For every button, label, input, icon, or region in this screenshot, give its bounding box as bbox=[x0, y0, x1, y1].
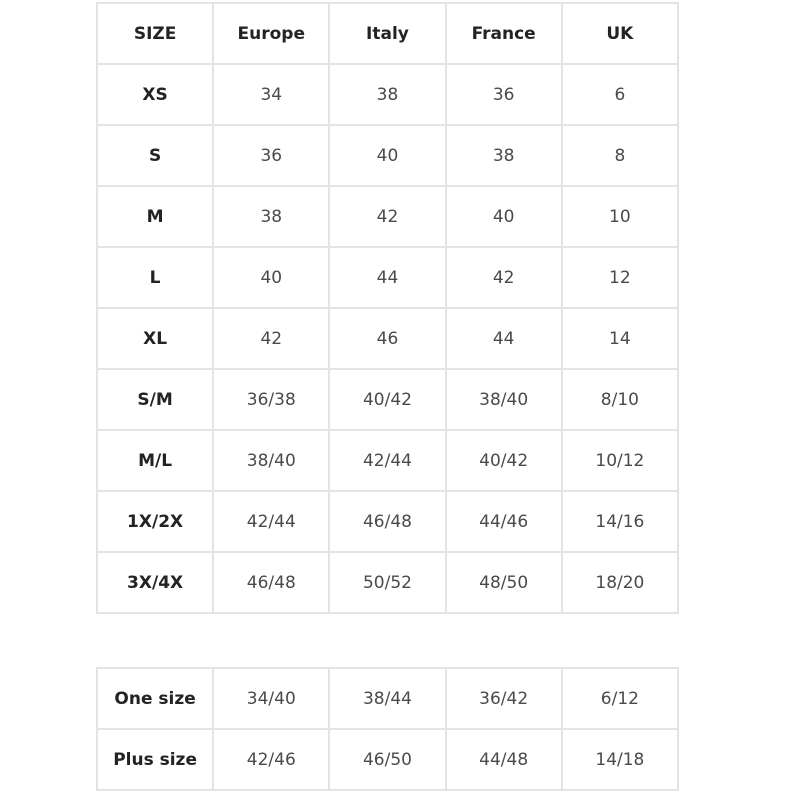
header-uk: UK bbox=[560, 2, 680, 65]
table-row: L 40 44 42 12 bbox=[95, 246, 680, 309]
size-value-cell: 6 bbox=[560, 63, 680, 126]
size-value-cell: 40 bbox=[212, 246, 331, 309]
table-row: XS 34 38 36 6 bbox=[95, 63, 680, 126]
size-value-cell: 36 bbox=[212, 124, 331, 187]
size-value-cell: 42/44 bbox=[212, 490, 331, 553]
size-label-cell: L bbox=[95, 246, 215, 309]
size-value-cell: 34 bbox=[212, 63, 331, 126]
header-italy: Italy bbox=[328, 2, 447, 65]
table-row: 1X/2X 42/44 46/48 44/46 14/16 bbox=[95, 490, 680, 553]
size-value-cell: 40/42 bbox=[328, 368, 447, 431]
size-value-cell: 42/46 bbox=[212, 728, 331, 791]
table-header-row: SIZE Europe Italy France UK bbox=[95, 2, 680, 65]
table-row: S/M 36/38 40/42 38/40 8/10 bbox=[95, 368, 680, 431]
size-value-cell: 6/12 bbox=[560, 667, 680, 730]
header-europe: Europe bbox=[212, 2, 331, 65]
size-value-cell: 46 bbox=[328, 307, 447, 370]
size-value-cell: 8 bbox=[560, 124, 680, 187]
size-value-cell: 46/48 bbox=[212, 551, 331, 614]
size-value-cell: 38 bbox=[444, 124, 563, 187]
size-label-cell: S/M bbox=[95, 368, 215, 431]
table-row: M 38 42 40 10 bbox=[95, 185, 680, 248]
size-value-cell: 18/20 bbox=[560, 551, 680, 614]
size-value-cell: 40 bbox=[444, 185, 563, 248]
header-france: France bbox=[444, 2, 563, 65]
size-label-cell: M bbox=[95, 185, 215, 248]
size-range-table: One size 34/40 38/44 36/42 6/12 Plus size 42/4… bbox=[95, 667, 680, 791]
size-value-cell: 42 bbox=[444, 246, 563, 309]
size-value-cell: 14 bbox=[560, 307, 680, 370]
table-row: One size 34/40 38/44 36/42 6/12 bbox=[95, 667, 680, 730]
size-value-cell: 46/50 bbox=[328, 728, 447, 791]
size-value-cell: 40 bbox=[328, 124, 447, 187]
size-label-cell: 3X/4X bbox=[95, 551, 215, 614]
size-value-cell: 10 bbox=[560, 185, 680, 248]
size-value-cell: 40/42 bbox=[444, 429, 563, 492]
size-value-cell: 50/52 bbox=[328, 551, 447, 614]
size-value-cell: 14/18 bbox=[560, 728, 680, 791]
size-label-cell: One size bbox=[95, 667, 215, 730]
table-row: 3X/4X 46/48 50/52 48/50 18/20 bbox=[95, 551, 680, 614]
size-label-cell: 1X/2X bbox=[95, 490, 215, 553]
size-value-cell: 42 bbox=[328, 185, 447, 248]
size-value-cell: 44/48 bbox=[444, 728, 563, 791]
size-label-cell: S bbox=[95, 124, 215, 187]
size-value-cell: 14/16 bbox=[560, 490, 680, 553]
size-value-cell: 38 bbox=[328, 63, 447, 126]
size-label-cell: Plus size bbox=[95, 728, 215, 791]
size-value-cell: 10/12 bbox=[560, 429, 680, 492]
size-label-cell: XS bbox=[95, 63, 215, 126]
size-conversion-table: SIZE Europe Italy France UK XS 34 38 36 6 S 36… bbox=[95, 2, 680, 614]
size-value-cell: 38/44 bbox=[328, 667, 447, 730]
size-value-cell: 42 bbox=[212, 307, 331, 370]
size-value-cell: 38/40 bbox=[212, 429, 331, 492]
size-value-cell: 36/42 bbox=[444, 667, 563, 730]
table-row: Plus size 42/46 46/50 44/48 14/18 bbox=[95, 728, 680, 791]
size-value-cell: 34/40 bbox=[212, 667, 331, 730]
size-label-cell: XL bbox=[95, 307, 215, 370]
size-value-cell: 46/48 bbox=[328, 490, 447, 553]
size-value-cell: 38/40 bbox=[444, 368, 563, 431]
table-row: XL 42 46 44 14 bbox=[95, 307, 680, 370]
size-value-cell: 44 bbox=[444, 307, 563, 370]
header-size: SIZE bbox=[95, 2, 215, 65]
size-value-cell: 36/38 bbox=[212, 368, 331, 431]
size-value-cell: 12 bbox=[560, 246, 680, 309]
size-value-cell: 48/50 bbox=[444, 551, 563, 614]
size-value-cell: 44 bbox=[328, 246, 447, 309]
table-row: M/L 38/40 42/44 40/42 10/12 bbox=[95, 429, 680, 492]
table-row: S 36 40 38 8 bbox=[95, 124, 680, 187]
size-value-cell: 38 bbox=[212, 185, 331, 248]
size-value-cell: 8/10 bbox=[560, 368, 680, 431]
size-label-cell: M/L bbox=[95, 429, 215, 492]
size-value-cell: 44/46 bbox=[444, 490, 563, 553]
size-value-cell: 36 bbox=[444, 63, 563, 126]
size-value-cell: 42/44 bbox=[328, 429, 447, 492]
